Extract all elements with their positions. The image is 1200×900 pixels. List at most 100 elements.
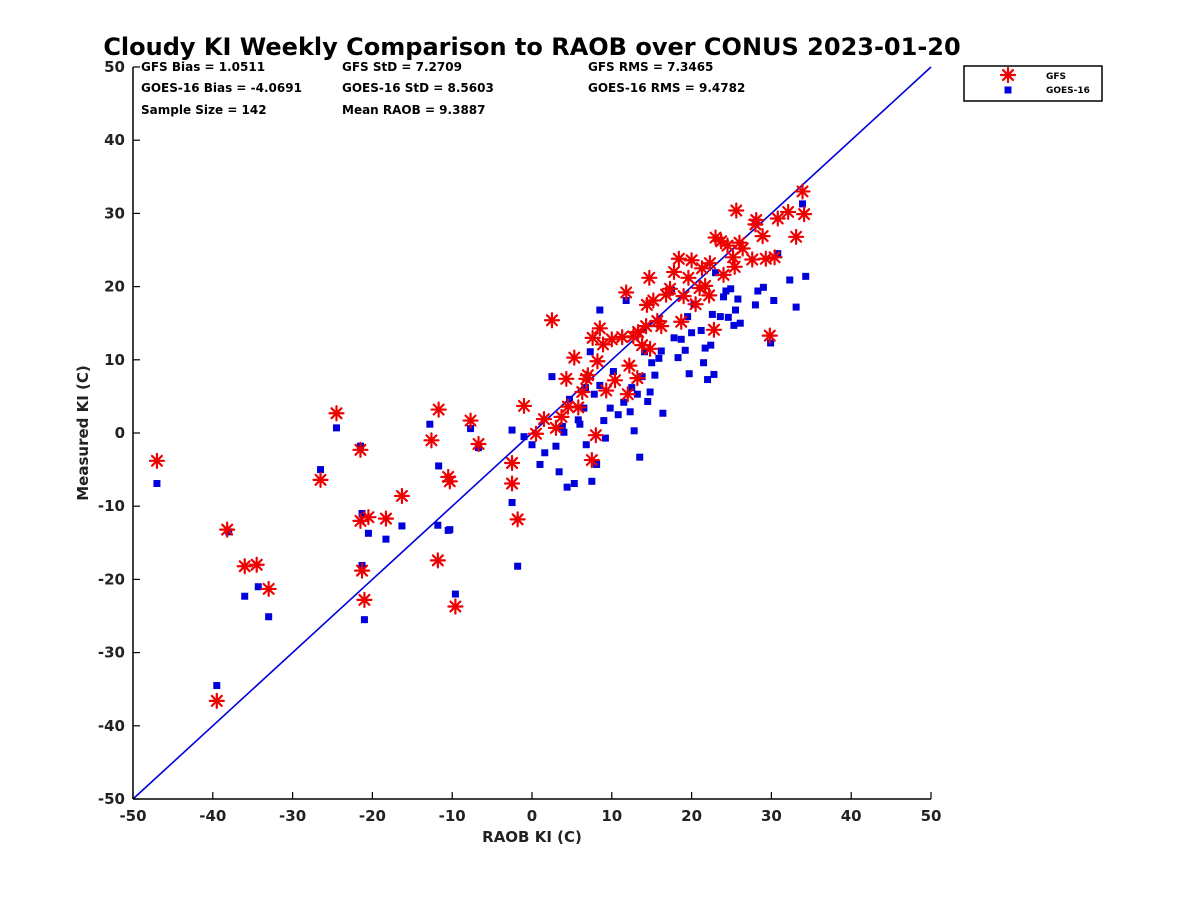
- stat-goes-rms: GOES-16 RMS = 9.4782: [588, 81, 745, 95]
- gfs-point: [543, 312, 561, 329]
- goes16-point: [614, 411, 622, 419]
- gfs-point: [665, 263, 683, 281]
- gfs-point: [726, 258, 743, 275]
- stat-goes-std: GOES-16 StD = 8.5603: [342, 81, 494, 95]
- y-tick-label: 50: [104, 58, 125, 76]
- gfs-point: [589, 353, 606, 370]
- legend-goes-square: [1004, 86, 1012, 94]
- goes16-point: [620, 398, 628, 406]
- stat-sample-size: Sample Size = 142: [141, 103, 267, 117]
- goes16-point: [213, 682, 221, 690]
- gfs-point: [641, 269, 658, 286]
- goes16-point: [681, 346, 689, 354]
- goes16-point: [241, 592, 249, 600]
- y-tick-label: 30: [104, 204, 125, 222]
- gfs-point: [312, 471, 329, 488]
- gfs-point: [630, 323, 647, 341]
- x-axis-label: RAOB KI (C): [482, 828, 582, 846]
- goes16-point: [536, 460, 544, 468]
- x-tick-label: 20: [681, 807, 702, 825]
- stats-box: GFS Bias = 1.0511 GFS StD = 7.2709 GFS R…: [141, 60, 745, 117]
- x-tick-label: -20: [359, 807, 386, 825]
- gfs-point: [352, 441, 369, 458]
- stat-goes-bias: GOES-16 Bias = -4.0691: [141, 81, 302, 95]
- goes16-point: [601, 434, 609, 442]
- goes16-point: [655, 354, 663, 362]
- stat-gfs-std: GFS StD = 7.2709: [342, 60, 462, 74]
- goes16-point: [786, 276, 794, 284]
- y-tick-label: 0: [115, 424, 125, 442]
- gfs-point: [587, 427, 604, 444]
- goes16-point: [434, 521, 442, 529]
- gfs-point: [724, 249, 742, 266]
- gfs-point: [236, 558, 253, 575]
- goes16-point: [528, 441, 536, 449]
- goes16-point: [265, 613, 273, 621]
- goes16-point: [317, 466, 325, 474]
- gfs-point: [748, 211, 765, 229]
- goes16-point: [638, 373, 646, 381]
- goes16-point: [659, 409, 667, 417]
- goes16-point: [435, 462, 443, 470]
- goes16-point: [514, 562, 522, 570]
- goes16-point: [636, 453, 644, 461]
- gfs-point: [579, 367, 596, 384]
- goes16-point: [641, 348, 649, 356]
- gfs-point: [360, 509, 377, 526]
- goes16-point: [724, 313, 732, 321]
- gfs-point: [629, 370, 646, 387]
- legend-gfs-asterisk: [999, 66, 1017, 84]
- goes16-point: [792, 303, 800, 311]
- gfs-point: [558, 370, 575, 387]
- gfs-point: [766, 249, 783, 266]
- gfs-point: [673, 313, 690, 330]
- goes16-point: [736, 319, 744, 327]
- gfs-point: [583, 451, 600, 469]
- goes16-point: [630, 427, 638, 435]
- goes16-point: [708, 310, 716, 318]
- gfs-point: [618, 284, 635, 301]
- legend-gfs-label: GFS: [1046, 72, 1066, 82]
- stat-gfs-bias: GFS Bias = 1.0511: [141, 60, 265, 74]
- gfs-point: [447, 598, 464, 615]
- goes16-point: [674, 354, 682, 362]
- goes16-point: [451, 590, 459, 598]
- gfs-point: [208, 692, 225, 710]
- goes16-point: [697, 327, 705, 335]
- y-tick-label: -50: [98, 790, 125, 808]
- goes16-point: [704, 376, 712, 384]
- goes16-point: [685, 370, 693, 378]
- gfs-point: [328, 405, 345, 422]
- y-tick-label: -10: [98, 497, 125, 515]
- stat-gfs-rms: GFS RMS = 7.3465: [588, 60, 713, 74]
- goes16-point: [606, 404, 614, 412]
- gfs-point: [470, 435, 487, 453]
- gfs-point: [356, 591, 373, 608]
- goes16-point: [382, 535, 390, 543]
- gfs-point: [503, 475, 521, 492]
- goes16-point: [566, 395, 574, 403]
- gfs-point: [642, 340, 659, 357]
- gfs-point: [719, 237, 736, 254]
- gfs-point: [377, 510, 395, 527]
- goes16-point: [712, 269, 720, 277]
- goes16-point: [560, 428, 568, 436]
- gfs-point: [429, 552, 446, 569]
- x-tick-label: 0: [527, 807, 537, 825]
- gfs-point: [761, 327, 778, 344]
- goes16-point: [508, 499, 516, 507]
- gfs-point: [653, 318, 670, 335]
- y-tick-label: -20: [98, 570, 125, 588]
- legend: GFS GOES-16: [963, 65, 1103, 102]
- x-tick-label: 30: [761, 807, 782, 825]
- x-tick-label: -10: [439, 807, 466, 825]
- goes16-point: [582, 441, 590, 449]
- goes16-point: [633, 390, 641, 398]
- gfs-point: [148, 452, 166, 469]
- gfs-point: [621, 357, 638, 374]
- gfs-point: [687, 296, 704, 313]
- gfs-point: [619, 386, 636, 403]
- goes16-point: [657, 347, 665, 355]
